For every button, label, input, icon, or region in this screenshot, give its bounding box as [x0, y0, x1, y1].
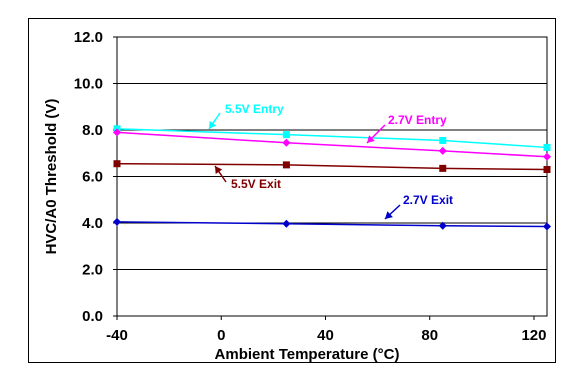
chart-frame	[28, 18, 556, 363]
series-line-2-7v-exit	[116, 221, 548, 228]
y-tick-label: 8.0	[82, 122, 103, 139]
data-point-2-7v-entry	[438, 146, 447, 155]
annotations: 5.5V Entry 2.7V Entry 5.5V Exit 2.7V Exit	[208, 102, 453, 220]
annotation-arrowhead-2-7v-exit	[385, 211, 393, 219]
annotation-arrowhead-2-7v-entry	[367, 135, 375, 143]
data-point-5-5v-exit	[439, 164, 447, 172]
data-point-5-5v-exit	[282, 161, 290, 169]
annotation-label-2-7v-entry: 2.7V Entry	[388, 113, 447, 127]
y-tick-label: 0.0	[82, 308, 103, 325]
data-point-2-7v-exit	[543, 222, 551, 231]
annotation-label-2-7v-exit: 2.7V Exit	[403, 193, 453, 207]
x-tick-label: 0	[217, 327, 225, 344]
series-group	[113, 125, 551, 231]
y-tick-label: 6.0	[82, 169, 103, 186]
x-tick-label: 80	[421, 327, 438, 344]
data-point-5-5v-exit	[113, 160, 121, 168]
x-tick-label: 40	[317, 327, 334, 344]
data-point-2-7v-entry	[113, 128, 121, 137]
series-line-2-7v-entry	[116, 131, 548, 158]
y-axis-title: HVC/A0 Threshold (V)	[43, 99, 60, 255]
gridlines	[117, 83, 547, 270]
data-point-2-7v-exit	[282, 219, 291, 228]
y-tick-label: 12.0	[74, 29, 103, 46]
data-point-2-7v-entry	[543, 152, 551, 161]
data-point-5-5v-exit	[543, 166, 551, 174]
y-tick-label: 10.0	[74, 76, 103, 93]
y-tick-label: 4.0	[82, 215, 103, 232]
data-point-2-7v-entry	[282, 138, 291, 147]
x-axis-title: Ambient Temperature (°C)	[215, 346, 400, 363]
annotation-arrowhead-5-5v-entry	[209, 120, 217, 129]
data-point-5-5v-entry	[282, 131, 290, 139]
series-line-5-5v-exit	[116, 162, 548, 171]
annotation-label-5-5v-exit: 5.5V Exit	[231, 177, 281, 191]
series-line-5-5v-entry	[116, 128, 548, 149]
x-tick-label: 120	[521, 327, 546, 344]
data-point-2-7v-exit	[113, 217, 121, 226]
annotation-arrowhead-5-5v-exit	[215, 166, 223, 175]
data-point-2-7v-exit	[438, 221, 447, 230]
x-tick-label: -40	[106, 327, 128, 344]
data-point-5-5v-entry	[439, 136, 447, 144]
axis-ticks: 0.0 2.0 4.0 6.0 8.0 10.0 12.0 -40 0 40 80 120	[74, 29, 547, 344]
y-tick-label: 2.0	[82, 262, 103, 279]
data-point-5-5v-entry	[543, 143, 551, 151]
annotation-label-5-5v-entry: 5.5V Entry	[225, 102, 284, 116]
